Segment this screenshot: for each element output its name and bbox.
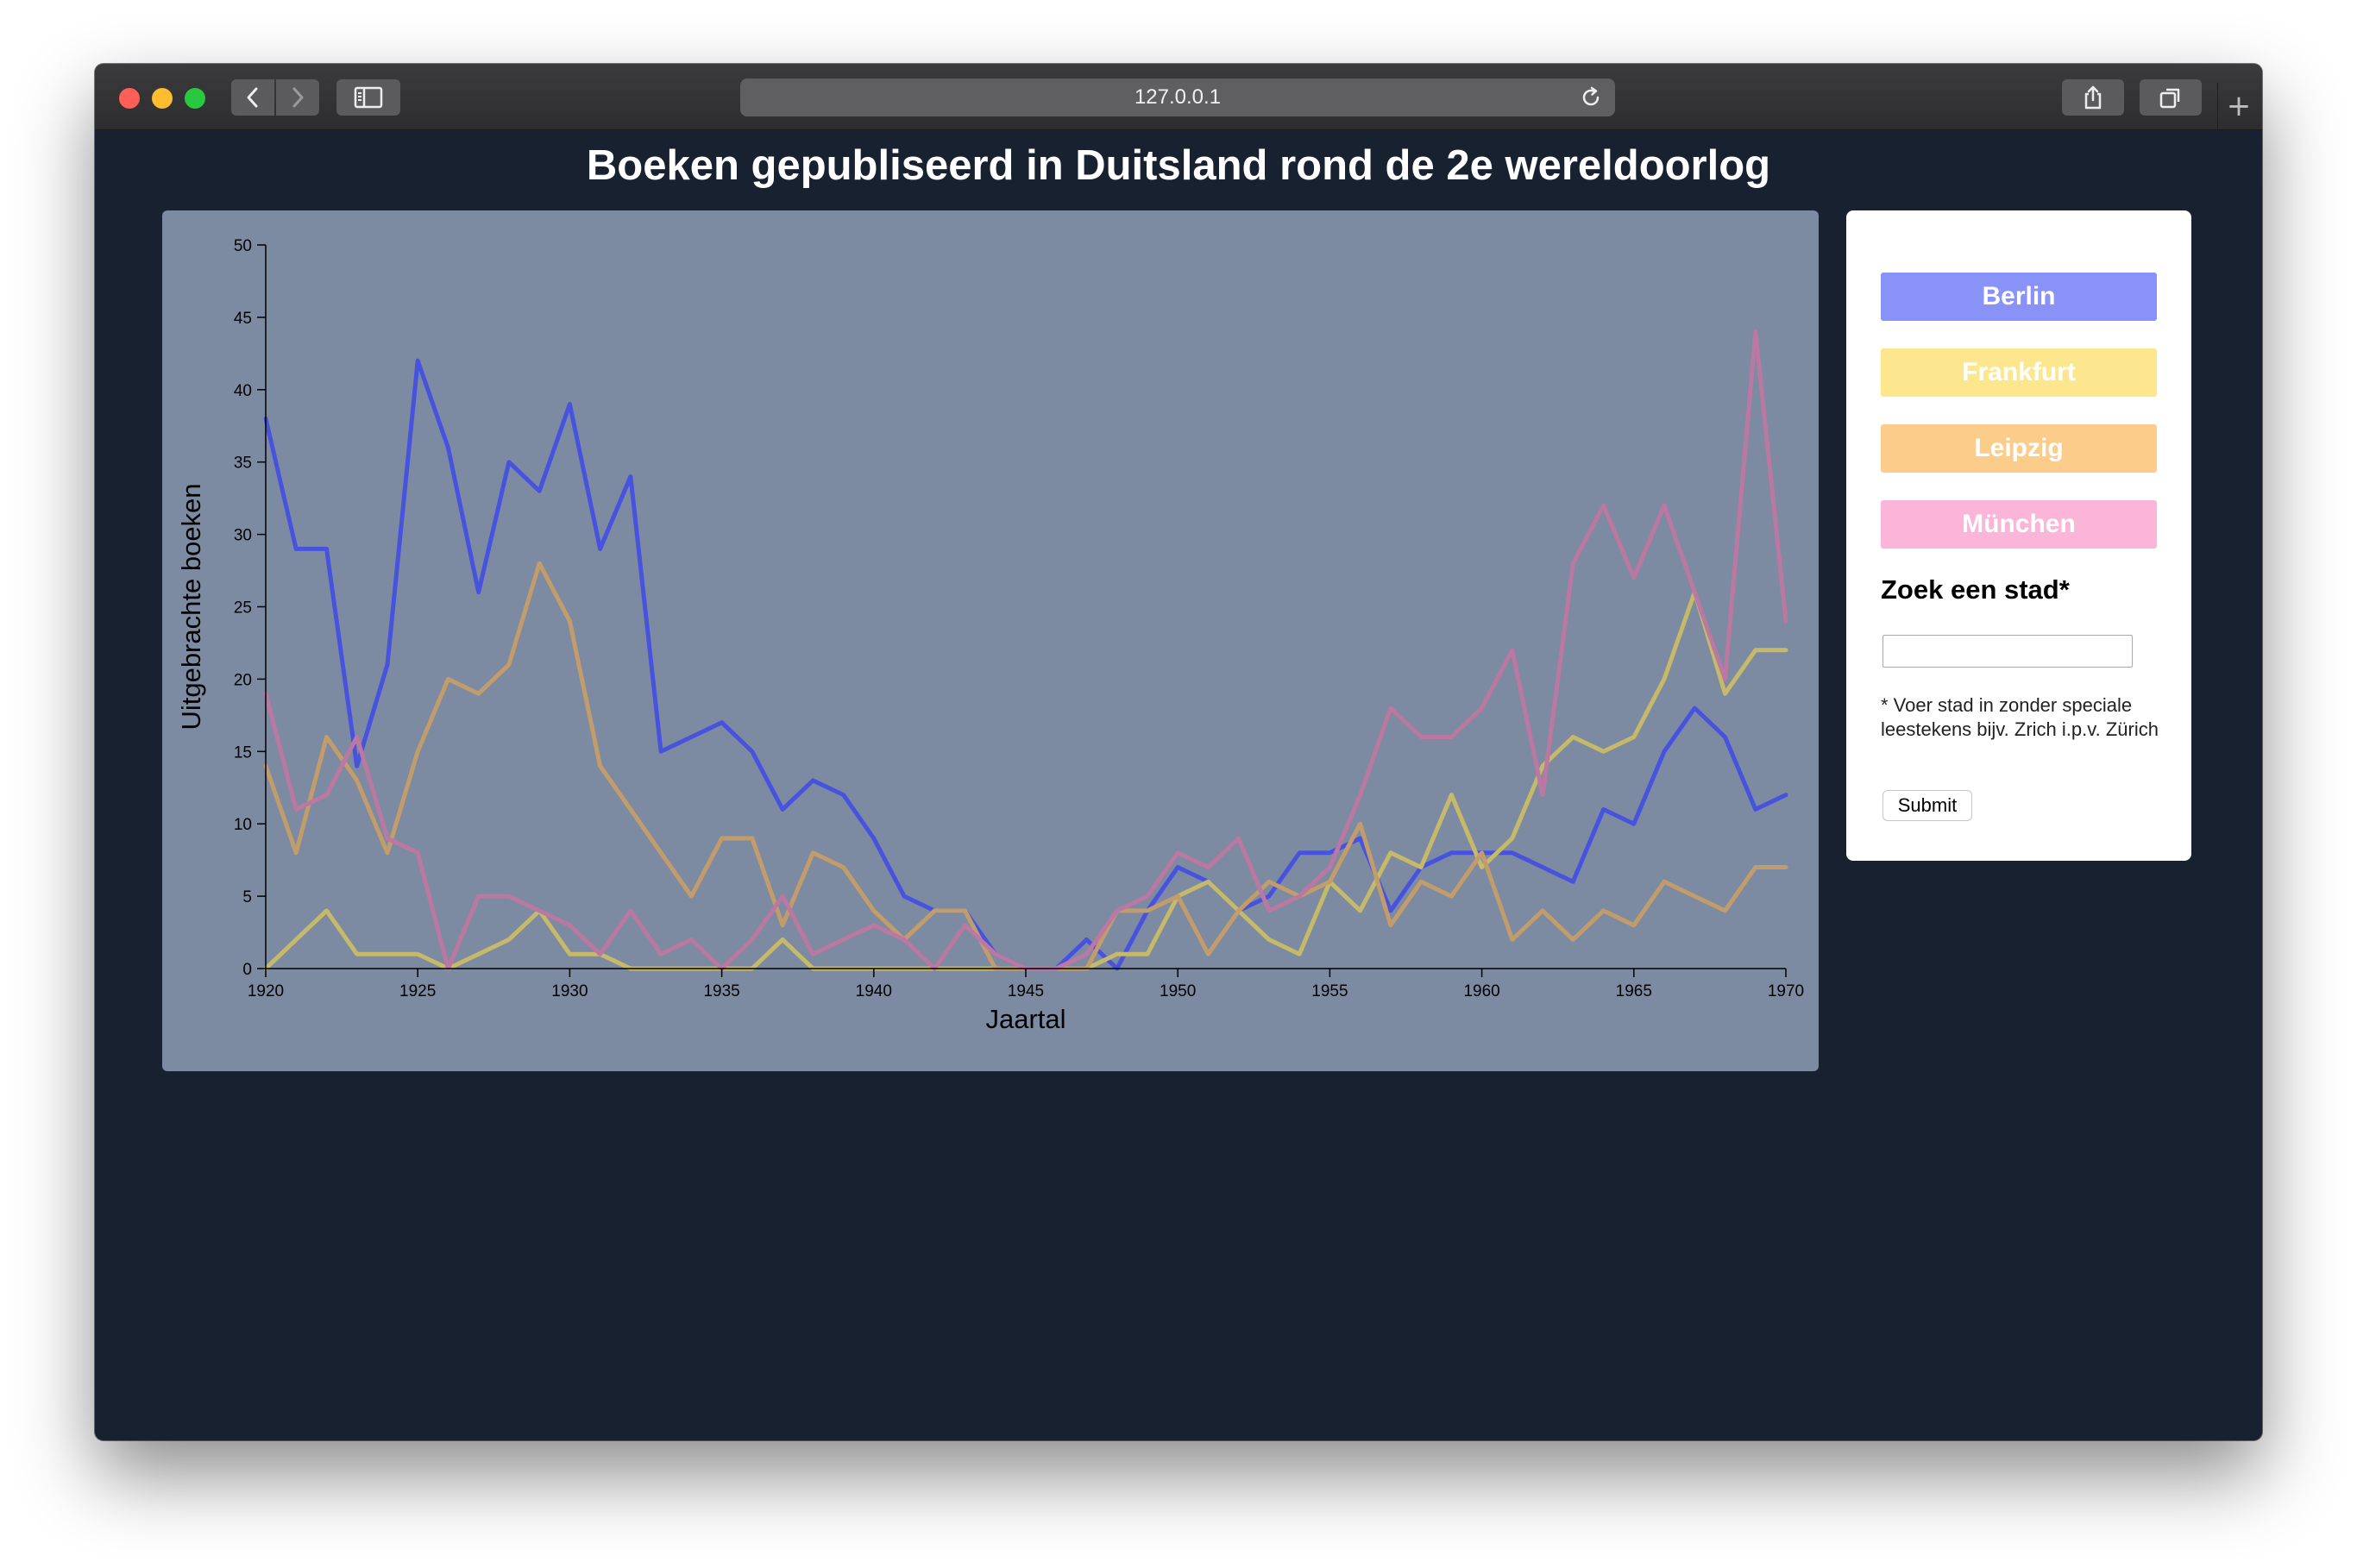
y-tick-label: 15 — [234, 743, 252, 762]
city-button-berlin[interactable]: Berlin — [1881, 273, 2157, 321]
y-tick-label: 25 — [234, 599, 252, 618]
line-chart: 0 5 10 15 20 25 30 35 40 45 50 1920 1925 1930 1935 1940… — [162, 210, 1819, 1071]
x-tick-label: 1950 — [1160, 982, 1196, 1000]
x-tick-label: 1965 — [1616, 982, 1652, 1000]
x-tick-label: 1945 — [1008, 982, 1044, 1000]
submit-button[interactable]: Submit — [1882, 790, 1972, 821]
city-search-input[interactable] — [1882, 635, 2133, 668]
chart-svg: 0 5 10 15 20 25 30 35 40 45 50 1920 1925 1930 1935 1940… — [176, 237, 1804, 1034]
new-tab-button[interactable]: + — [2217, 83, 2260, 129]
y-tick-label: 5 — [242, 888, 252, 906]
y-tick-label: 20 — [234, 671, 252, 689]
y-tick-label: 10 — [234, 816, 252, 834]
close-window-button[interactable] — [119, 88, 140, 109]
city-button-leipzig[interactable]: Leipzig — [1881, 424, 2157, 473]
sidebar-toggle-button[interactable] — [336, 79, 400, 116]
browser-window: 127.0.0.1 + Boeken gepubliseerd in Duits… — [95, 64, 2262, 1440]
minimize-window-button[interactable] — [152, 88, 173, 109]
x-axis-label: Jaartal — [985, 1004, 1065, 1034]
city-button-muenchen[interactable]: München — [1881, 500, 2157, 549]
plus-icon: + — [2226, 89, 2252, 123]
x-tick-label: 1955 — [1311, 982, 1348, 1000]
chevron-right-icon — [292, 87, 304, 108]
reload-icon[interactable] — [1579, 85, 1603, 110]
share-button[interactable] — [2062, 79, 2124, 116]
x-tick-label: 1960 — [1463, 982, 1499, 1000]
y-axis-label: Uitgebrachte boeken — [176, 483, 206, 730]
show-tabs-button[interactable] — [2140, 79, 2202, 116]
url-text: 127.0.0.1 — [1134, 85, 1222, 109]
x-tick-label: 1940 — [856, 982, 892, 1000]
browser-toolbar: 127.0.0.1 + — [95, 64, 2262, 130]
share-icon — [2084, 85, 2102, 110]
address-bar[interactable]: 127.0.0.1 — [740, 78, 1615, 116]
x-tick-label: 1920 — [248, 982, 284, 1000]
city-button-frankfurt[interactable]: Frankfurt — [1881, 348, 2157, 397]
zoom-window-button[interactable] — [185, 88, 205, 109]
x-tick-label: 1970 — [1768, 982, 1804, 1000]
y-tick-label: 0 — [242, 961, 252, 979]
x-tick-label: 1925 — [399, 982, 436, 1000]
tabs-icon — [2159, 88, 2180, 109]
series-line-leipzig — [263, 561, 1788, 971]
search-heading: Zoek een stad* — [1881, 574, 2070, 605]
back-button[interactable] — [231, 79, 274, 116]
y-tick-label: 50 — [234, 237, 252, 255]
y-tick-label: 30 — [234, 527, 252, 545]
series-line-frankfurt — [263, 590, 1788, 971]
x-tick-label: 1935 — [703, 982, 739, 1000]
forward-button[interactable] — [276, 79, 319, 116]
search-note: * Voer stad in zonder speciale leesteken… — [1881, 694, 2159, 740]
series-layer — [263, 329, 1788, 971]
y-tick-label: 45 — [234, 310, 252, 328]
axes-layer: 0 5 10 15 20 25 30 35 40 45 50 1920 1925 1930 1935 1940… — [176, 237, 1804, 1034]
city-filter-panel: Berlin Frankfurt Leipzig München Zoek ee… — [1846, 210, 2191, 861]
page-title: Boeken gepubliseerd in Duitsland rond de… — [586, 142, 1771, 189]
x-tick-label: 1930 — [551, 982, 588, 1000]
sidebar-icon — [354, 86, 383, 109]
y-tick-label: 40 — [234, 382, 252, 400]
y-tick-label: 35 — [234, 455, 252, 473]
chevron-left-icon — [247, 87, 258, 108]
